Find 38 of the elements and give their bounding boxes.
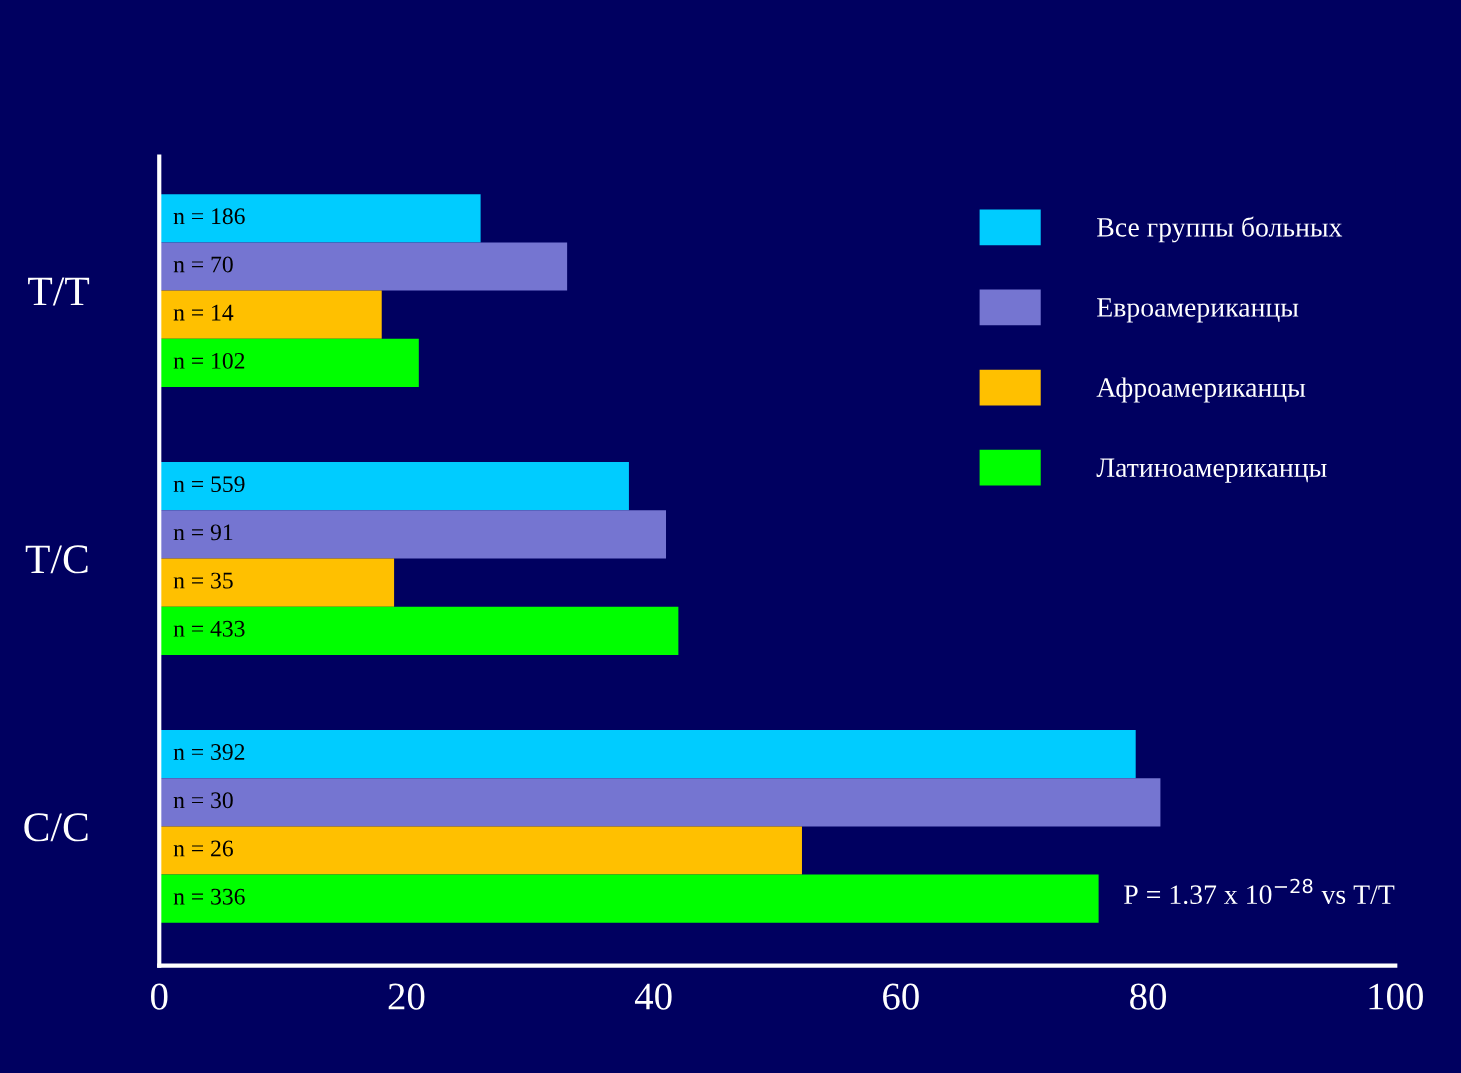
y-tick-label: C/C xyxy=(24,813,88,842)
annotation: P = 1.37 x 10$^{−28}$ vs T/T xyxy=(1124,878,1395,905)
bar xyxy=(159,826,802,875)
annotation: n = 102 xyxy=(173,352,245,369)
bar xyxy=(159,290,382,339)
bar xyxy=(159,729,1136,779)
legend-label: Афроамериканцы xyxy=(1096,377,1306,403)
annotation: n = 559 xyxy=(173,476,245,493)
x-tick-label: 60 xyxy=(883,983,919,1010)
annotation: n = 14 xyxy=(173,304,234,321)
annotation: n = 70 xyxy=(173,256,233,273)
legend-label: Латиноамериканцы xyxy=(1096,458,1327,483)
annotation: n = 186 xyxy=(173,208,245,225)
annotation: n = 35 xyxy=(173,572,233,589)
x-tick-label: 80 xyxy=(1130,983,1167,1010)
annotation: n = 91 xyxy=(173,524,233,541)
bar xyxy=(159,338,419,388)
legend-label: Евроамериканцы xyxy=(1097,298,1299,323)
annotation: n = 433 xyxy=(173,620,245,637)
bar xyxy=(159,242,568,291)
x-tick-label: 0 xyxy=(151,983,168,1010)
annotation: n = 392 xyxy=(173,744,245,760)
bar xyxy=(159,462,629,511)
annotation: n = 336 xyxy=(173,888,245,905)
bar xyxy=(159,510,667,559)
bar xyxy=(159,194,481,243)
annotation: n = 30 xyxy=(173,792,233,809)
bar xyxy=(159,874,1099,923)
x-tick-label: 20 xyxy=(388,983,425,1010)
bar xyxy=(159,778,1161,827)
x-tick-label: 40 xyxy=(634,983,672,1010)
x-tick-label: 100 xyxy=(1369,983,1423,1010)
bar xyxy=(159,606,679,655)
y-tick-label: T/C xyxy=(25,545,88,574)
annotation: n = 26 xyxy=(173,840,233,857)
y-tick-label: T/T xyxy=(28,277,90,306)
legend-label: Все группы больных xyxy=(1097,216,1343,243)
bar xyxy=(159,558,395,607)
